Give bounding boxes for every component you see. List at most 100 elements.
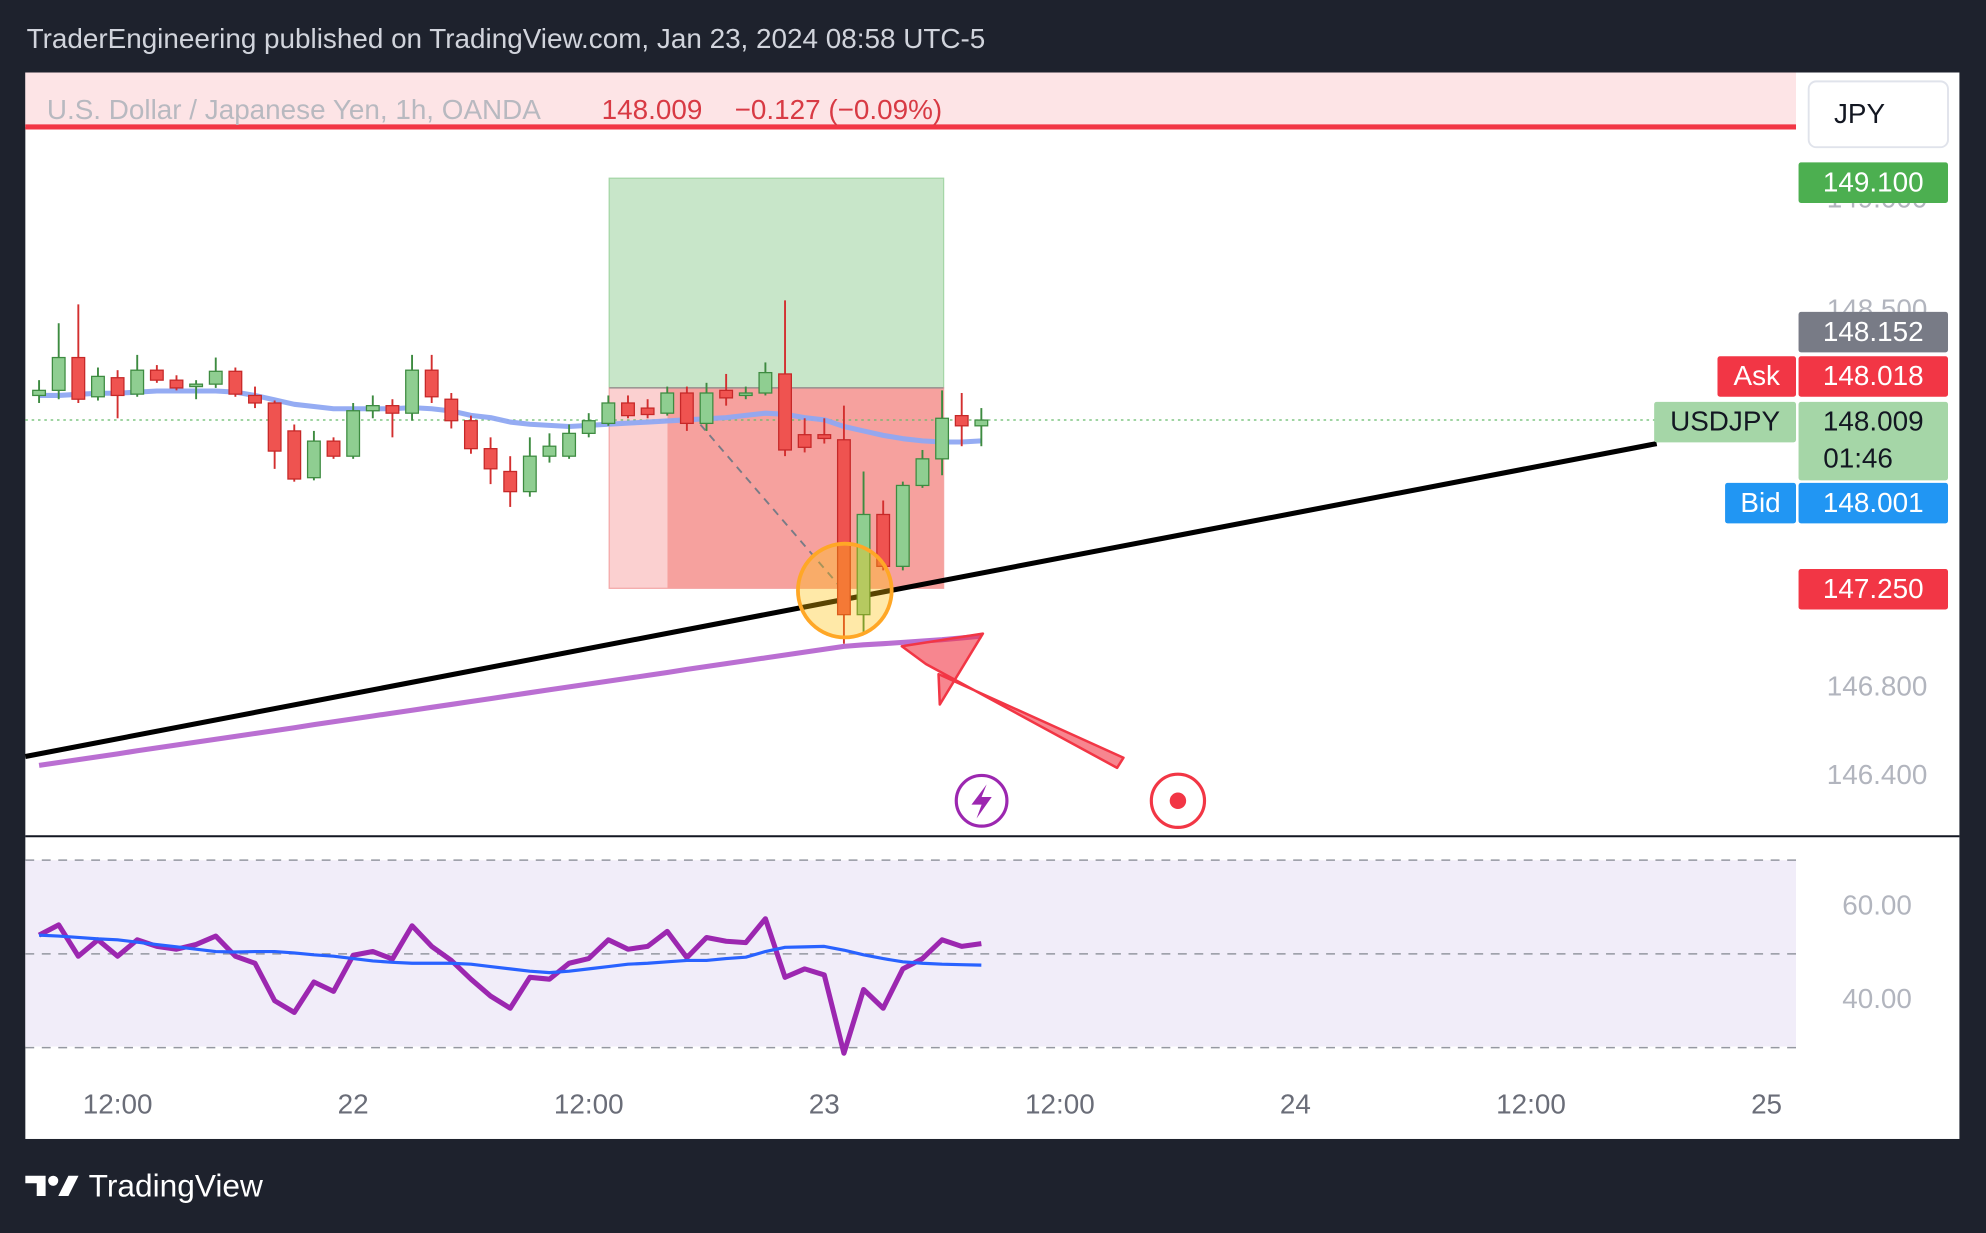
candle-body [149, 369, 164, 381]
x-tick-label: 24 [1280, 1088, 1311, 1119]
price-tag-box [1725, 482, 1797, 524]
candle-body [424, 369, 439, 398]
price-label-box [1798, 569, 1949, 610]
rsi-background [25, 860, 1797, 1047]
candle-body [738, 392, 753, 397]
price-tag: USDJPY [1670, 406, 1780, 437]
candle-body [385, 405, 400, 414]
candle-body [326, 440, 341, 457]
countdown: 01:46 [1823, 442, 1893, 473]
candle-body [974, 419, 989, 427]
candle-body [483, 448, 498, 470]
candle-body [601, 402, 616, 425]
symbol-title: U.S. Dollar / Japanese Yen, 1h, OANDA [47, 94, 541, 125]
legend-price: 148.009 [602, 94, 703, 125]
candle-body [522, 455, 537, 493]
legend-band [25, 72, 1797, 127]
x-tick-label: 12:00 [1025, 1088, 1095, 1119]
pointer-arrow [900, 632, 1125, 770]
x-tick-label: 22 [338, 1088, 369, 1119]
candle-body [287, 430, 302, 480]
x-tick-label: 12:00 [83, 1088, 153, 1119]
candle-body [90, 375, 105, 398]
price-label-box [1798, 162, 1949, 203]
candle-body [405, 369, 420, 414]
candle-body [130, 369, 145, 395]
price-label-box [1798, 311, 1949, 353]
candle-body [110, 377, 125, 397]
candle-body [778, 373, 793, 451]
x-tick-label: 23 [809, 1088, 840, 1119]
highlight-circle [796, 541, 894, 640]
candle-body [346, 410, 361, 457]
price-label-box [1798, 401, 1949, 481]
candle-body [640, 407, 655, 416]
candle-body [895, 484, 910, 567]
candle-body [32, 389, 47, 397]
candle-body [189, 383, 204, 388]
price-tag: Bid [1740, 487, 1780, 518]
x-tick-label: 25 [1751, 1088, 1782, 1119]
profit-zone [608, 177, 945, 389]
rsi-tick-label: 60.00 [1842, 889, 1912, 920]
candle-body [915, 458, 930, 487]
brand: TradingView [89, 1168, 263, 1204]
candle-body [679, 392, 694, 425]
rsi-tick-label: 40.00 [1842, 983, 1912, 1014]
candle-body [248, 394, 262, 404]
y-tick-label: 146.800 [1827, 670, 1928, 701]
y-tick-label: 146.400 [1827, 759, 1928, 790]
tradingview-logo [25, 1175, 79, 1196]
candle-body [208, 370, 223, 385]
candle-body [228, 370, 243, 395]
moving-average [38, 633, 982, 768]
candle-body [51, 356, 66, 391]
candle-body [542, 445, 557, 457]
candle-body [719, 389, 734, 399]
currency-label[interactable]: JPY [1834, 98, 1885, 129]
publisher-line: TraderEngineering published on TradingVi… [27, 23, 986, 54]
candle-body [306, 440, 321, 479]
alert-dot [1169, 792, 1187, 810]
candle-body [660, 392, 675, 414]
candle-body [71, 356, 86, 400]
candle-body [444, 398, 459, 422]
event-bolt [971, 784, 992, 819]
price-label: 148.009 [1823, 406, 1924, 437]
candle-body [581, 420, 596, 434]
plot-layer: 149.000148.500146.800146.40012:002212:00… [24, 162, 1949, 1119]
legend-change: −0.127 (−0.09%) [735, 94, 943, 125]
candle-body [562, 432, 577, 457]
price-label-box [1798, 482, 1949, 524]
candle-body [856, 513, 871, 616]
candle-body [267, 402, 282, 452]
candle-body [836, 439, 851, 616]
candle-body [463, 420, 478, 450]
price-tag: Ask [1734, 360, 1781, 391]
candle-body [935, 417, 950, 460]
currency-button[interactable] [1807, 80, 1949, 149]
candle-body [817, 434, 832, 440]
price-label: 149.100 [1823, 166, 1924, 197]
candle-body [758, 371, 773, 394]
candle-body [699, 392, 714, 425]
candle-body [954, 414, 969, 427]
candle-body [503, 470, 518, 493]
candle-body [797, 434, 812, 448]
price-tag-box [1717, 356, 1797, 397]
candle-body [169, 379, 184, 389]
x-tick-label: 12:00 [1496, 1088, 1566, 1119]
candle-body [621, 402, 635, 417]
price-label: 147.250 [1823, 573, 1924, 604]
price-label: 148.152 [1823, 316, 1924, 347]
candle-body [365, 405, 380, 412]
rsi-ma-line [38, 933, 982, 975]
price-label: 148.001 [1823, 487, 1924, 518]
rsi-line [37, 916, 982, 1056]
price-label: 148.018 [1823, 360, 1924, 391]
price-tag-box [1654, 401, 1797, 443]
x-tick-label: 12:00 [554, 1088, 624, 1119]
price-label-box [1798, 356, 1949, 397]
